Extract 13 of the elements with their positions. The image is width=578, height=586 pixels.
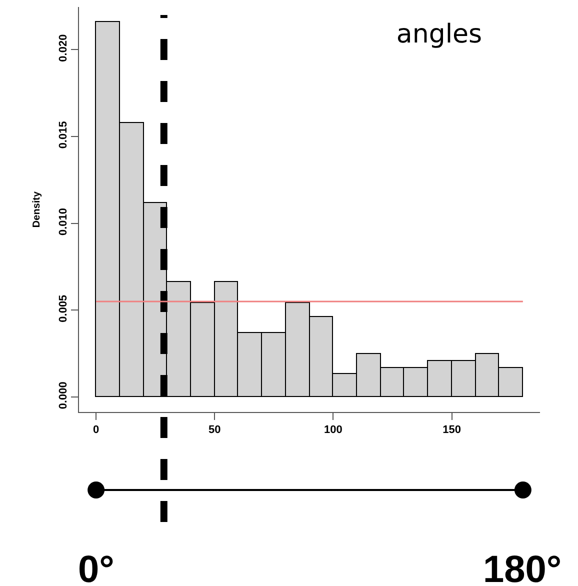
y-tick-label: 0.010 — [58, 208, 70, 236]
x-tick-label: 50 — [208, 424, 221, 436]
y-tick-label: 0.005 — [58, 294, 70, 322]
y-tick-label: 0.020 — [58, 34, 70, 62]
x-tick-label: 150 — [442, 424, 461, 436]
x-tick-label: 100 — [324, 424, 342, 436]
text: 0° — [78, 549, 114, 586]
y-tick-label: 0.000 — [58, 382, 70, 410]
y-axis-title: Density — [32, 191, 43, 228]
x-tick-label: 0 — [93, 424, 100, 436]
y-tick-label: 0.015 — [58, 121, 70, 149]
text: angles — [396, 20, 482, 50]
text: 180° — [483, 549, 562, 586]
